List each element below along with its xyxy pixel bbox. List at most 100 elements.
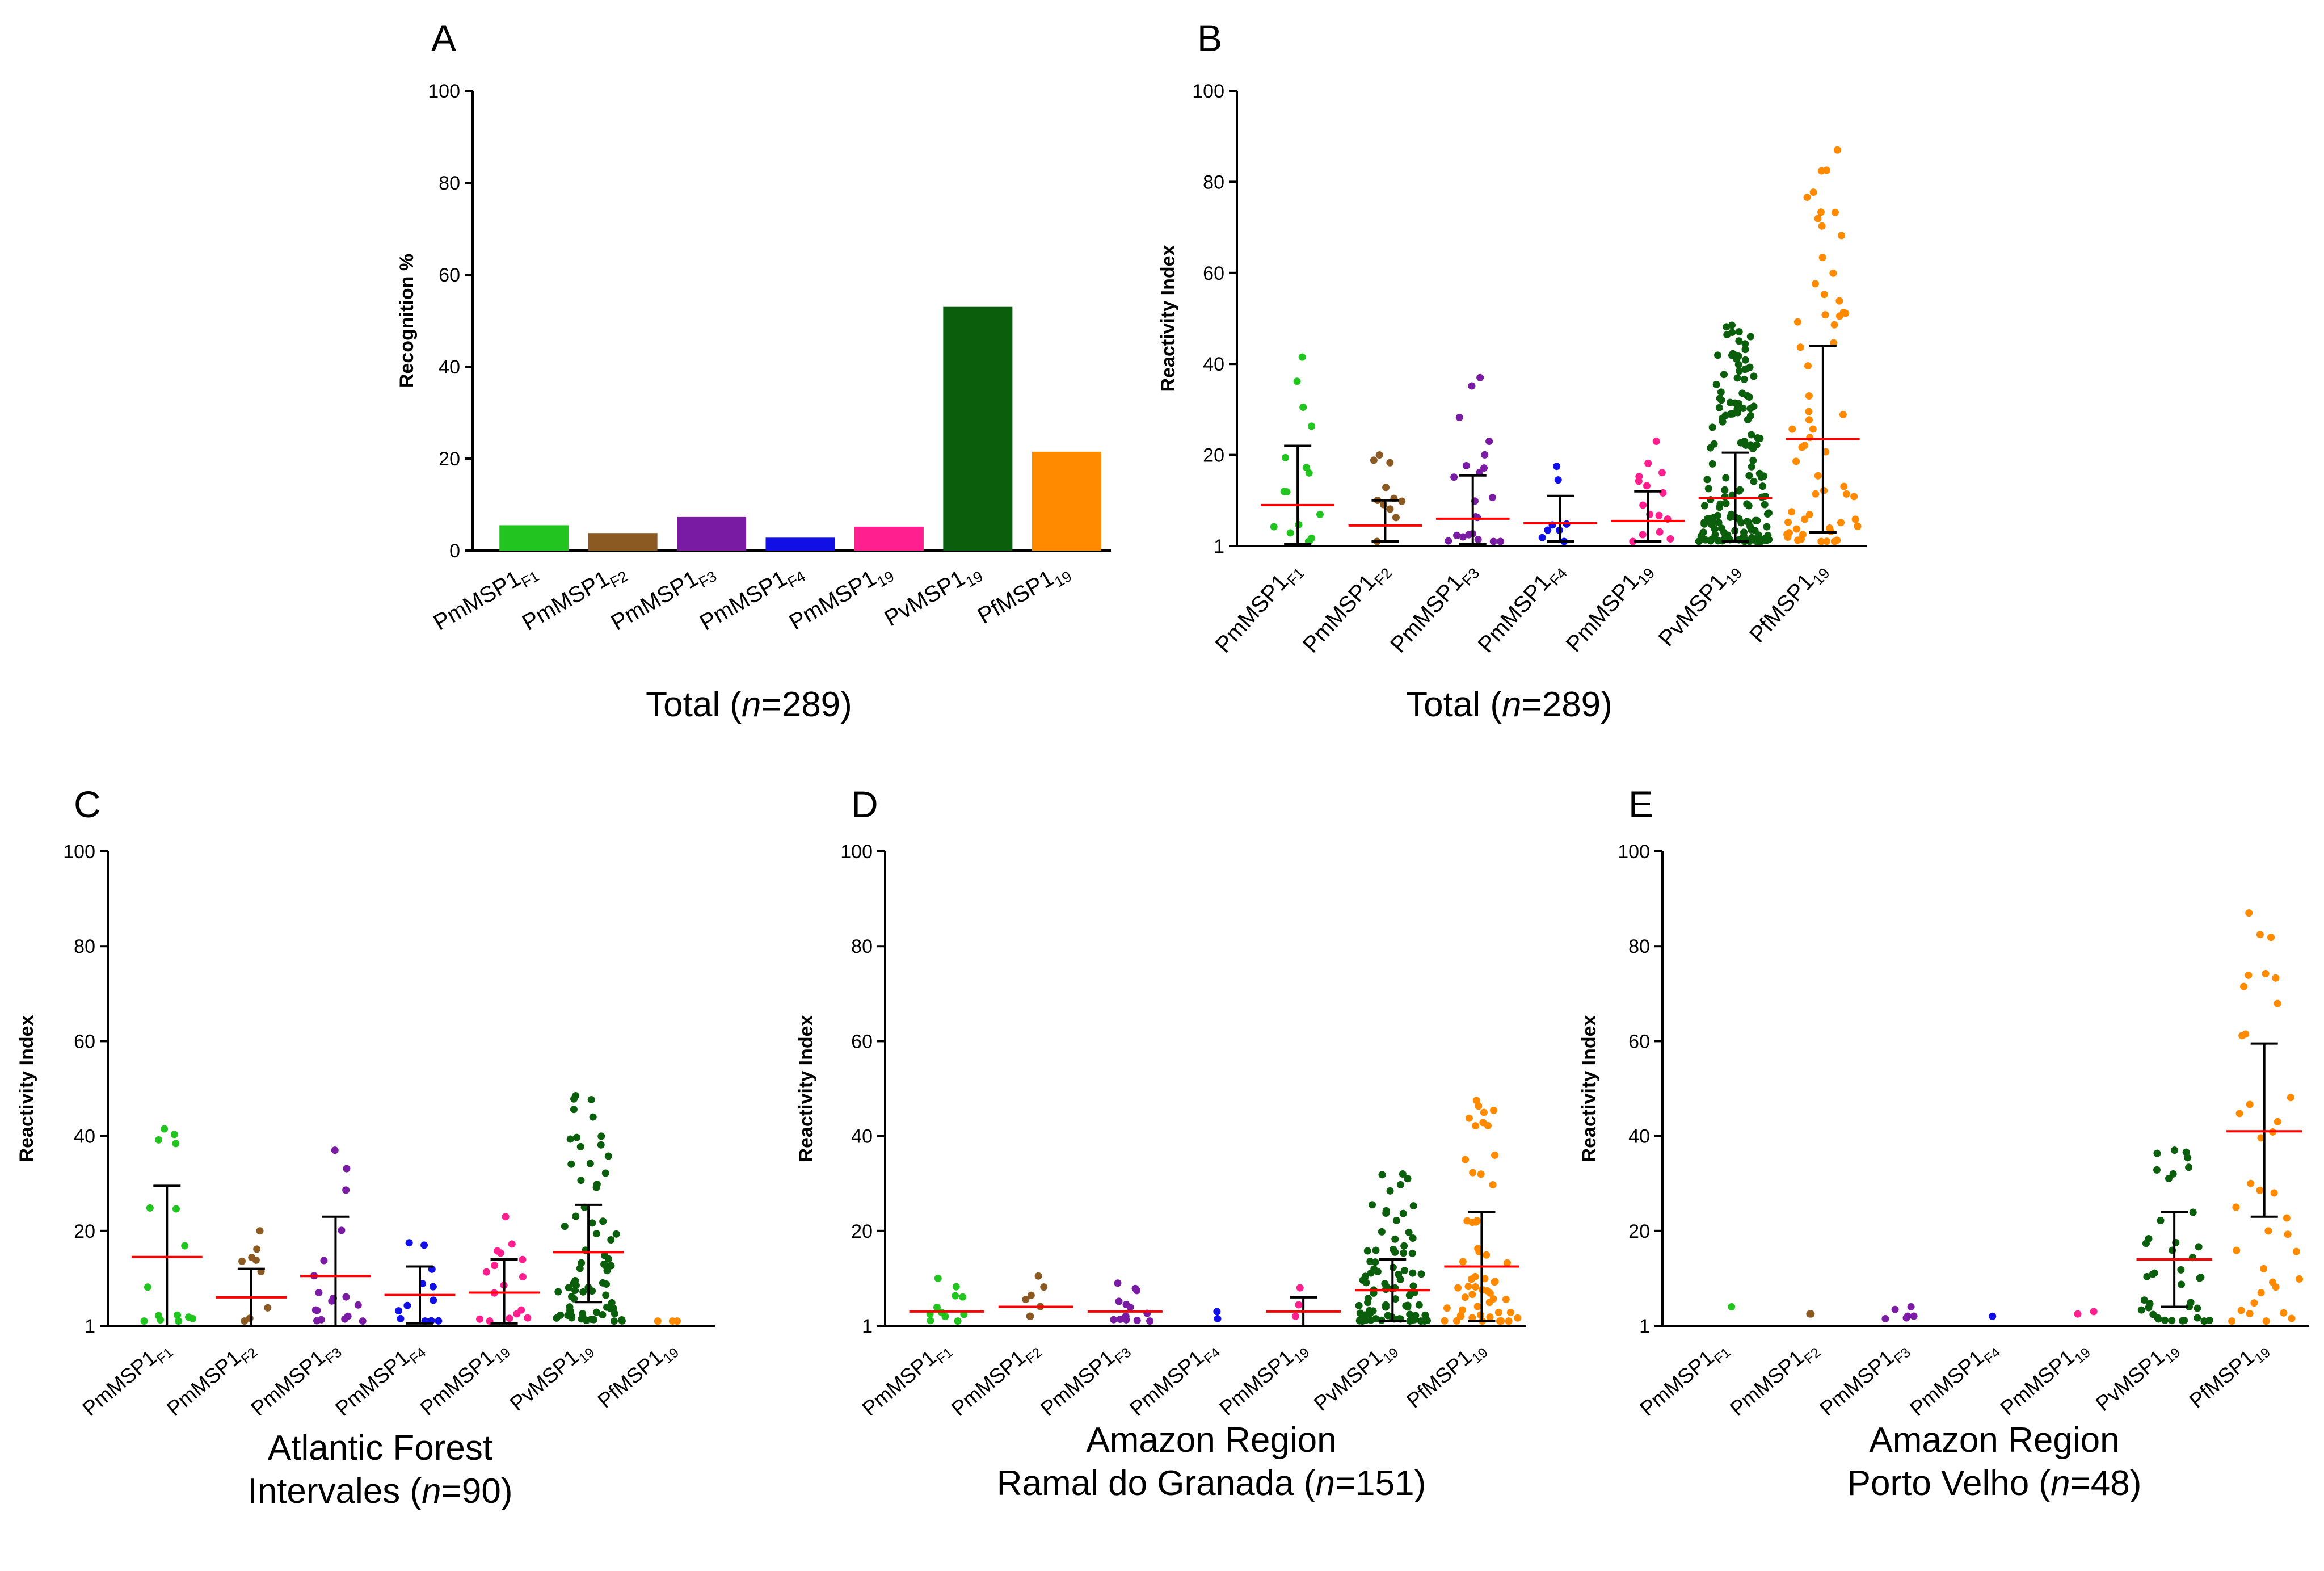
data-point (2246, 1100, 2254, 1108)
data-point (2189, 1208, 2197, 1216)
y-tick-label: 100 (1192, 81, 1224, 102)
x-category-label: PmMSP1F2 (162, 1335, 260, 1424)
data-point (1803, 194, 1811, 201)
data-point (1417, 1270, 1425, 1278)
data-point (927, 1317, 934, 1325)
data-point (491, 1262, 499, 1270)
data-point (2161, 1316, 2169, 1324)
data-point (1833, 146, 1841, 154)
data-point (602, 1291, 610, 1299)
series-pfmsp1-19 (654, 1317, 681, 1325)
y-tick-label: 60 (851, 1031, 873, 1052)
data-point (1450, 473, 1458, 481)
data-point (1116, 1316, 1124, 1324)
data-point (1710, 514, 1717, 522)
y-tick-label: 60 (1203, 263, 1224, 284)
data-point (1715, 404, 1723, 411)
x-category-label: PmMSP1F4 (1905, 1335, 2003, 1424)
data-point (1283, 488, 1291, 496)
data-point (586, 1160, 594, 1167)
data-point (1415, 1301, 1423, 1309)
data-point (1378, 1228, 1386, 1236)
data-point (1644, 459, 1652, 467)
y-tick-label: 100 (1618, 841, 1650, 863)
data-point (1114, 1279, 1122, 1287)
x-category-label: PvMSP119 (881, 557, 986, 635)
data-point (1714, 351, 1722, 359)
data-point (1881, 1314, 1889, 1322)
y-tick-label: 60 (74, 1031, 95, 1052)
data-point (2074, 1310, 2082, 1318)
data-point (1462, 1156, 1470, 1163)
x-category-label: PfMSP119 (1745, 557, 1833, 650)
series-pmmsp1-f4 (1989, 1312, 1997, 1320)
data-point (576, 1142, 584, 1150)
bar-pmmsp1-19 (854, 526, 924, 551)
data-point (1421, 1317, 1429, 1325)
data-point (1392, 514, 1400, 522)
data-point (1711, 531, 1719, 539)
data-point (1491, 1151, 1499, 1159)
data-point (2178, 1280, 2186, 1288)
data-point (2143, 1272, 2151, 1280)
data-point (1738, 389, 1746, 397)
data-point (1753, 516, 1761, 524)
y-tick-label: 100 (840, 841, 873, 863)
data-point (2280, 1309, 2288, 1317)
data-point (1639, 501, 1647, 509)
data-point (2149, 1270, 2157, 1278)
data-point (1754, 434, 1762, 442)
bar-pmmsp1-f4 (765, 537, 835, 551)
series-pfmsp1-19 (1441, 1097, 1522, 1325)
data-point (172, 1205, 180, 1213)
y-tick-label: 80 (1203, 171, 1224, 193)
data-point (954, 1317, 962, 1325)
data-point (1796, 343, 1804, 351)
data-point (1750, 477, 1758, 485)
data-point (1745, 472, 1753, 480)
data-point (1842, 490, 1850, 498)
bar-pvmsp1-19 (943, 306, 1013, 551)
data-point (1308, 534, 1316, 542)
data-point (2171, 1146, 2179, 1154)
data-point (1503, 1259, 1511, 1267)
panel-caption: Amazon Region (1869, 1421, 2119, 1460)
data-point (1721, 493, 1729, 501)
data-point (189, 1314, 197, 1322)
data-point (1538, 534, 1546, 541)
data-point (1812, 490, 1820, 498)
data-point (1468, 382, 1476, 390)
data-point (572, 1212, 580, 1220)
data-point (2267, 934, 2275, 942)
y-tick-label: 1 (862, 1316, 873, 1337)
data-point (1788, 508, 1796, 516)
data-point (1384, 1312, 1392, 1320)
data-point (1708, 423, 1716, 431)
data-point (1818, 222, 1826, 230)
data-point (1817, 537, 1825, 545)
data-point (1724, 531, 1732, 539)
data-point (2177, 1266, 2185, 1274)
data-point (1755, 531, 1763, 539)
data-point (1804, 362, 1812, 370)
y-tick-label: 20 (851, 1221, 873, 1242)
series-pmmsp1-f3 (1881, 1303, 1918, 1322)
data-point (1366, 1258, 1374, 1266)
data-point (1639, 531, 1647, 539)
data-point (1797, 535, 1805, 543)
data-point (1370, 1265, 1378, 1273)
data-point (601, 1169, 609, 1177)
series-pmmsp1-f1 (131, 1125, 203, 1327)
data-point (1700, 502, 1708, 510)
data-point (1409, 1202, 1417, 1210)
data-point (1404, 1175, 1412, 1183)
data-point (1370, 456, 1378, 464)
data-point (1505, 1317, 1513, 1325)
data-point (1305, 469, 1313, 477)
data-point (1477, 1170, 1485, 1178)
data-point (1792, 525, 1800, 533)
data-point (1308, 422, 1316, 430)
x-category-label: PmMSP119 (1561, 557, 1658, 660)
data-point (1398, 497, 1406, 505)
